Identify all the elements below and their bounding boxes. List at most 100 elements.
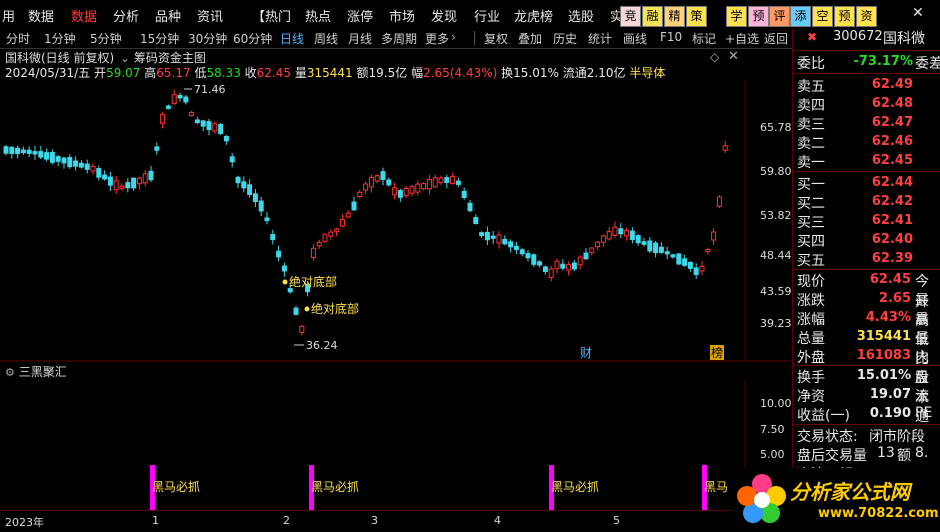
menu-item-discover[interactable]: 发现 bbox=[431, 10, 458, 25]
time-axis-label: 5 bbox=[613, 514, 620, 527]
bid-price[interactable]: 62.40 bbox=[871, 232, 913, 247]
amt-label: 额 bbox=[356, 66, 369, 80]
period-tab-daily[interactable]: 日线 bbox=[280, 32, 305, 46]
bid-price[interactable]: 62.44 bbox=[871, 175, 913, 190]
quick-button-2[interactable]: 融 bbox=[642, 6, 663, 27]
ask-price[interactable]: 62.49 bbox=[871, 77, 913, 92]
menu-item-yong[interactable]: 用 bbox=[2, 10, 16, 25]
menu-item-stock-picker[interactable]: 选股 bbox=[568, 10, 595, 25]
ask-price[interactable]: 62.46 bbox=[871, 134, 913, 149]
quick-button-3[interactable]: 精 bbox=[664, 6, 685, 27]
candle-body bbox=[664, 251, 670, 255]
dragon-tiger-badge[interactable]: 榜 bbox=[711, 345, 723, 360]
close-icon[interactable]: ✕ bbox=[912, 5, 924, 21]
period-tab-multi[interactable]: 多周期 bbox=[381, 32, 418, 46]
quick-button-4[interactable]: 策 bbox=[686, 6, 707, 27]
diamond-icon[interactable]: ◇ bbox=[710, 50, 720, 64]
bid-price[interactable]: 62.41 bbox=[871, 213, 913, 228]
candle-body bbox=[403, 187, 409, 196]
period-tab-15min[interactable]: 15分钟 bbox=[140, 32, 180, 46]
period-tab-1min[interactable]: 1分钟 bbox=[44, 32, 76, 46]
signal-label-bottom-1: 绝对底部 bbox=[289, 274, 337, 289]
tool-add-watchlist-button[interactable]: +自选 bbox=[725, 32, 760, 46]
menu-item-industry[interactable]: 行业 bbox=[474, 10, 501, 25]
tool-draw-button[interactable]: 画线 bbox=[623, 32, 648, 46]
candle-body bbox=[154, 146, 160, 151]
tool-stats-button[interactable]: 统计 bbox=[588, 32, 613, 46]
ask-price[interactable]: 62.47 bbox=[871, 115, 913, 130]
candle-body bbox=[142, 173, 148, 184]
quick-button-1[interactable]: 竞 bbox=[620, 6, 641, 27]
settings-icon[interactable]: ⚙ bbox=[5, 366, 15, 379]
quick-button-9[interactable]: 空 bbox=[812, 6, 833, 27]
menu-item-analysis[interactable]: 分析 bbox=[113, 10, 140, 25]
tool-overlay-button[interactable]: 叠加 bbox=[518, 32, 543, 46]
watermark: 分析家公式网 www.70822.com bbox=[730, 468, 940, 531]
chevron-down-icon[interactable]: ⌄ bbox=[120, 51, 131, 65]
period-tab-intraday[interactable]: 分时 bbox=[6, 32, 31, 46]
stat-extra-label: 最低 bbox=[915, 312, 929, 348]
menu-item-shi[interactable]: 实 bbox=[610, 10, 624, 25]
menu-item-market[interactable]: 市场 bbox=[389, 10, 416, 25]
candle-body bbox=[571, 262, 577, 270]
bid-ask-ratio-value: -73.17% bbox=[853, 54, 913, 69]
menu-item-limitup[interactable]: 涨停 bbox=[347, 10, 374, 25]
menu-item-hotspot[interactable]: 热点 bbox=[305, 10, 332, 25]
time-axis-label: 2 bbox=[283, 514, 290, 527]
tool-mark-button[interactable]: 标记 bbox=[692, 32, 717, 46]
open-label: 开 bbox=[94, 66, 107, 80]
bid-price[interactable]: 62.42 bbox=[871, 194, 913, 209]
quick-button-8[interactable]: 添 bbox=[790, 6, 811, 27]
candle-body bbox=[368, 176, 374, 188]
quick-button-5[interactable]: 学 bbox=[726, 6, 747, 27]
period-tab-30min[interactable]: 30分钟 bbox=[188, 32, 228, 46]
indicator-name[interactable]: 筹码资金主图 bbox=[133, 51, 206, 65]
quick-button-7[interactable]: 评 bbox=[769, 6, 790, 27]
bid-price[interactable]: 62.39 bbox=[871, 251, 913, 266]
sector-label[interactable]: 半导体 bbox=[629, 66, 666, 80]
financial-report-badge[interactable]: 财 bbox=[580, 346, 592, 360]
candle-body bbox=[15, 147, 21, 155]
candle-body bbox=[160, 113, 166, 124]
candle-body bbox=[409, 186, 415, 194]
quick-button-6[interactable]: 预 bbox=[748, 6, 769, 27]
menu-item-hot[interactable]: 【热门 bbox=[252, 10, 292, 25]
candle-body bbox=[502, 238, 508, 245]
menu-item-news[interactable]: 资讯 bbox=[197, 10, 224, 25]
tool-adjust-button[interactable]: 复权 bbox=[484, 32, 509, 46]
quick-button-11[interactable]: 资 bbox=[856, 6, 877, 27]
period-tab-more[interactable]: 更多 bbox=[425, 32, 450, 46]
divider bbox=[793, 365, 940, 366]
star-icon[interactable]: ✖ bbox=[807, 30, 818, 44]
tool-back-button[interactable]: 返回 bbox=[764, 32, 789, 46]
quick-button-10[interactable]: 预 bbox=[834, 6, 855, 27]
candle-body bbox=[90, 165, 96, 172]
candle-body bbox=[206, 121, 212, 131]
lower-indicator-title[interactable]: 三黑聚汇 bbox=[18, 365, 67, 379]
tool-f10-button[interactable]: F10 bbox=[660, 30, 683, 44]
chevron-right-icon[interactable]: › bbox=[451, 30, 456, 44]
candlestick-chart[interactable]: 71.46 36.24 绝对底部 绝对底部 65.78 59.80 53.82 … bbox=[0, 80, 792, 362]
menu-item-dragon-tiger[interactable]: 龙虎榜 bbox=[514, 10, 554, 25]
candle-body bbox=[258, 200, 264, 212]
candle-body bbox=[606, 230, 612, 240]
period-tab-5min[interactable]: 5分钟 bbox=[90, 32, 122, 46]
period-tab-60min[interactable]: 60分钟 bbox=[233, 32, 273, 46]
menu-item-data[interactable]: 数据 bbox=[28, 10, 55, 25]
candle-body bbox=[595, 241, 601, 248]
divider bbox=[793, 269, 940, 270]
period-tab-monthly[interactable]: 月线 bbox=[348, 32, 373, 46]
period-tab-weekly[interactable]: 周线 bbox=[314, 32, 339, 46]
candle-body bbox=[542, 266, 548, 273]
close-chart-icon[interactable]: ✕ bbox=[728, 49, 739, 64]
lower-indicator-chart[interactable]: 10.00 7.50 5.00 黑马必抓 黑马必抓 黑马必抓 黑马 bbox=[0, 380, 792, 510]
candle-body bbox=[241, 181, 247, 189]
tool-history-button[interactable]: 历史 bbox=[553, 32, 578, 46]
candle-body bbox=[600, 235, 606, 243]
menu-item-products[interactable]: 品种 bbox=[155, 10, 182, 25]
stat-extra-label: 量比 bbox=[915, 331, 929, 367]
ask-price[interactable]: 62.48 bbox=[871, 96, 913, 111]
menu-item-data-active[interactable]: 数据 bbox=[71, 10, 98, 25]
ask-price[interactable]: 62.45 bbox=[871, 153, 913, 168]
time-axis-label: 3 bbox=[371, 514, 378, 527]
